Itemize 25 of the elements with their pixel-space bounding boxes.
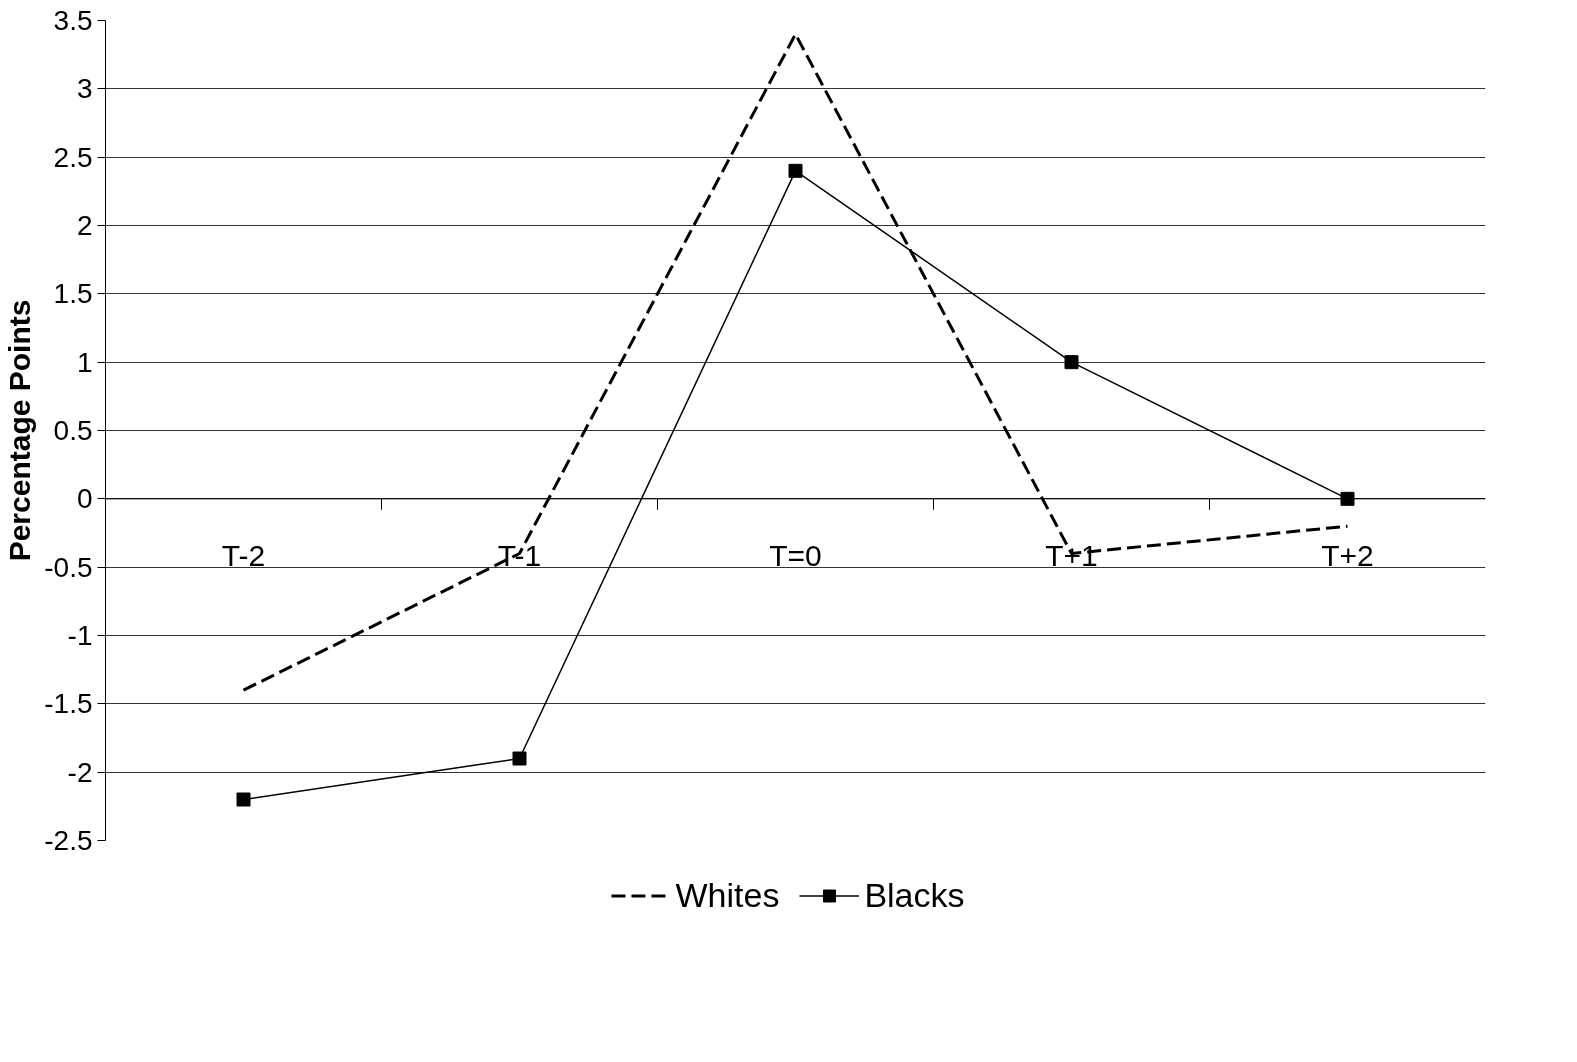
y-tick-label: 0 (76, 483, 93, 515)
y-tick-label: -2 (67, 756, 93, 788)
y-tick-label: -1 (67, 620, 93, 651)
x-tick-label: T+2 (1321, 538, 1374, 572)
y-tick-label: 0.5 (53, 415, 93, 446)
point (1340, 491, 1355, 506)
y-axis-title: Percentage Points (3, 299, 37, 562)
legend-label: Whites (675, 875, 780, 915)
y-tick-label: -2.5 (44, 825, 93, 856)
x-tick-label: T=0 (769, 538, 822, 572)
y-tick-label: -0.5 (44, 551, 93, 583)
legend-label: Blacks (864, 875, 965, 915)
point (788, 163, 803, 178)
point (512, 751, 527, 766)
x-tick-label: T-2 (221, 538, 266, 572)
point (1064, 355, 1079, 370)
y-tick-label: 1.5 (53, 278, 93, 310)
y-tick-label: 2.5 (53, 141, 93, 173)
y-tick-label: 3.5 (53, 5, 93, 36)
y-tick-label: 3 (76, 73, 93, 105)
y-tick-label: 1 (76, 346, 93, 378)
x-tick-label: T+1 (1045, 538, 1098, 572)
y-tick-label: -1.5 (44, 688, 93, 720)
point (236, 792, 251, 807)
y-tick-label: 2 (76, 210, 93, 241)
